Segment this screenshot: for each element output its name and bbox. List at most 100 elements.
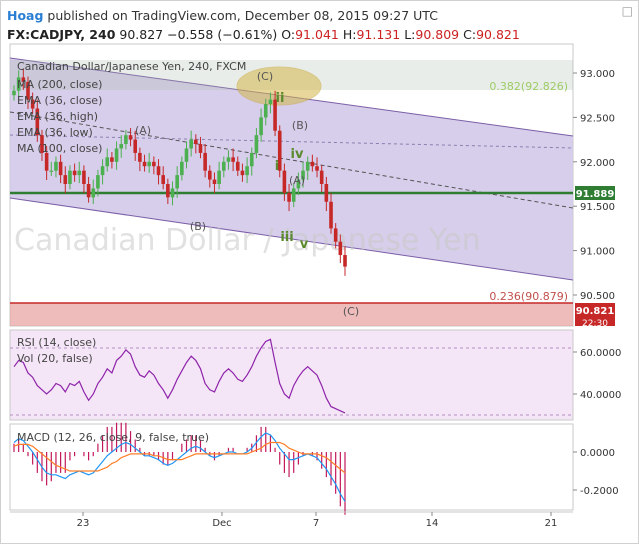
indicator-label-ma200[interactable]: MA (200, close) bbox=[17, 78, 102, 91]
candle-body bbox=[184, 148, 189, 162]
symbol-line: FX:CADJPY, 240 90.827 −0.558 (−0.61%) O:… bbox=[7, 27, 520, 42]
y-tick-label: 0.0000 bbox=[580, 448, 615, 459]
candles-group bbox=[12, 68, 347, 276]
candle-body bbox=[110, 157, 114, 162]
low-value: 90.809 bbox=[415, 27, 460, 42]
wave-label: (C) bbox=[257, 70, 273, 83]
wave-label: iii bbox=[280, 230, 293, 245]
macd-line bbox=[13, 432, 346, 502]
indicator-label-ema36-close[interactable]: EMA (36, close) bbox=[17, 94, 102, 107]
candle-body bbox=[40, 135, 44, 153]
candle-body bbox=[86, 184, 91, 198]
candle-body bbox=[338, 241, 343, 256]
wave-ellipse bbox=[236, 66, 322, 106]
candle-body bbox=[249, 152, 254, 167]
candle-body bbox=[63, 175, 68, 184]
wave-label: (B) bbox=[292, 119, 308, 132]
candle-body bbox=[221, 161, 226, 171]
candle-body bbox=[333, 228, 338, 242]
indicator-label-ma100[interactable]: MA (100, close) bbox=[17, 142, 102, 155]
candle-body bbox=[180, 161, 184, 176]
x-tick-label: 23 bbox=[77, 518, 90, 529]
candle-body bbox=[324, 184, 329, 202]
candle-body bbox=[175, 175, 179, 189]
candle-body bbox=[305, 161, 310, 171]
wave-label: v bbox=[300, 237, 309, 252]
x-tick-label: Dec bbox=[212, 518, 231, 529]
indicator-label-ema36-low[interactable]: EMA (36, low) bbox=[17, 126, 93, 139]
y-tick-label: 91.000 bbox=[580, 247, 615, 258]
candle-body bbox=[91, 188, 96, 198]
open-value: 91.041 bbox=[295, 27, 339, 42]
y-tick-label: 93.000 bbox=[580, 69, 615, 80]
x-tick-label: 7 bbox=[313, 518, 319, 529]
macd-legend[interactable]: MACD (12, 26, close, 9, false, true) bbox=[17, 431, 209, 444]
x-axis[interactable]: 23 Dec 7 14 21 bbox=[10, 511, 573, 529]
candle-body bbox=[77, 170, 82, 176]
low-label: L: bbox=[404, 27, 416, 42]
candle-body bbox=[198, 144, 203, 153]
rsi-y-axis[interactable]: 60.0000 40.0000 bbox=[573, 348, 621, 401]
indicator-label-ema36-high[interactable]: EMA (36, high) bbox=[17, 110, 98, 123]
last-price: 90.827 bbox=[119, 27, 164, 42]
candle-body bbox=[212, 179, 217, 184]
candle-body bbox=[12, 90, 16, 96]
candle-body bbox=[142, 161, 147, 167]
candle-body bbox=[82, 170, 86, 184]
candle-body bbox=[245, 166, 249, 176]
candle-body bbox=[273, 99, 277, 131]
wave-label: ii bbox=[276, 91, 285, 106]
main-y-axis[interactable]: 93.000 92.500 92.000 91.500 91.000 90.500 bbox=[573, 69, 615, 302]
candle-body bbox=[259, 117, 263, 136]
candle-body bbox=[226, 157, 231, 162]
wave-label: iv bbox=[291, 147, 304, 162]
candle-body bbox=[96, 175, 100, 189]
macd-pane[interactable] bbox=[9, 423, 574, 511]
rsi-legend[interactable]: RSI (14, close) bbox=[17, 336, 96, 349]
close-icon[interactable]: □ bbox=[621, 4, 633, 18]
candle-body bbox=[194, 139, 198, 145]
candle-body bbox=[133, 139, 138, 153]
candle-body bbox=[231, 157, 235, 162]
time-badge-text: 22:30 bbox=[582, 319, 608, 329]
candle-body bbox=[147, 161, 151, 167]
wave-label: i bbox=[275, 159, 279, 174]
rsi-line bbox=[13, 338, 346, 414]
y-tick-label: 92.000 bbox=[580, 158, 615, 169]
candle-body bbox=[49, 170, 54, 172]
candle-body bbox=[282, 170, 287, 193]
candle-body bbox=[58, 161, 63, 176]
y-tick-label: 40.0000 bbox=[580, 390, 621, 401]
candle-body bbox=[277, 130, 282, 171]
candle-body bbox=[301, 170, 305, 180]
candle-body bbox=[16, 77, 21, 91]
macd-y-axis[interactable]: 0.0000 -0.2000 bbox=[573, 448, 619, 497]
price-badge-green-text: 91.889 bbox=[576, 189, 615, 200]
high-value: 91.131 bbox=[356, 27, 401, 42]
lower-red-band bbox=[10, 303, 573, 326]
candle-body bbox=[54, 161, 58, 171]
candle-body bbox=[166, 184, 170, 198]
author-name[interactable]: Hoag bbox=[7, 8, 44, 23]
candle-body bbox=[310, 161, 315, 167]
candle-body bbox=[35, 108, 40, 136]
candle-body bbox=[119, 144, 124, 149]
candle-body bbox=[296, 179, 301, 189]
candle-body bbox=[343, 255, 347, 267]
fib-label-0236: 0.236(90.879) bbox=[489, 290, 568, 303]
watermark: Canadian Dollar / Japanese Yen bbox=[14, 223, 481, 258]
fib-label-0382: 0.382(92.826) bbox=[489, 80, 568, 93]
price-badge-red: 90.821 22:30 bbox=[575, 303, 615, 329]
published-text: published on TradingView.com, December 0… bbox=[47, 8, 438, 23]
price-badge-red-text: 90.821 bbox=[576, 306, 615, 317]
candle-body bbox=[329, 201, 333, 229]
vol-legend[interactable]: Vol (20, false) bbox=[17, 352, 93, 365]
y-tick-label: 91.500 bbox=[580, 202, 615, 213]
candle-body bbox=[114, 148, 119, 162]
candle-body bbox=[100, 166, 105, 176]
candle-body bbox=[203, 152, 207, 171]
candle-body bbox=[268, 99, 273, 105]
candle-body bbox=[263, 104, 268, 118]
candle-body bbox=[319, 170, 324, 184]
